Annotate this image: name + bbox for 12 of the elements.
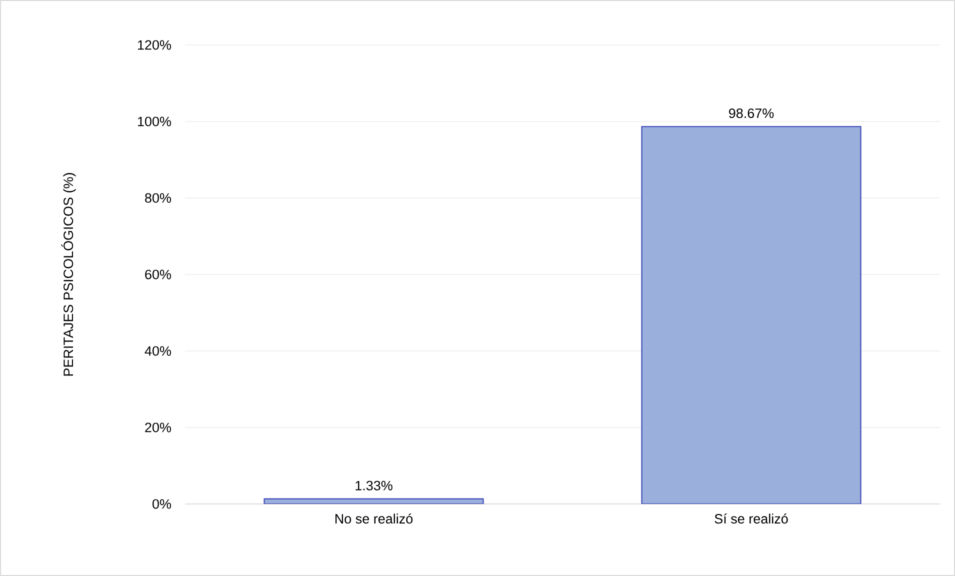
x-tick-label: No se realizó	[335, 514, 413, 524]
x-tick-label: Sí se realizó	[714, 514, 788, 524]
data-label: 1.33%	[356, 480, 392, 490]
y-tick-label: 120%	[138, 40, 171, 50]
y-tick-label: 0%	[152, 499, 171, 509]
y-tick-label: 20%	[145, 422, 171, 432]
y-tick-label: 60%	[145, 270, 171, 280]
data-label: 98.67%	[729, 108, 774, 118]
y-axis-title: PERITAJES PSICOLÓGICOS (%)	[61, 173, 76, 376]
y-tick-label: 80%	[145, 193, 171, 203]
y-tick-label: 40%	[144, 346, 171, 356]
y-tick-label: 100%	[138, 116, 171, 126]
